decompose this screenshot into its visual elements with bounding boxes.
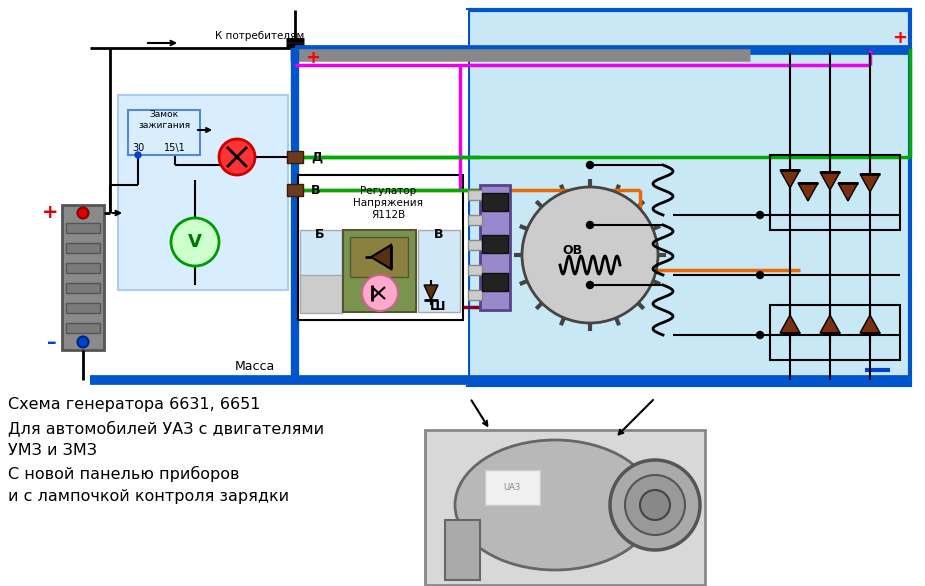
Polygon shape (820, 172, 840, 190)
Ellipse shape (455, 440, 655, 570)
Text: К потребителям: К потребителям (215, 31, 304, 41)
Bar (425, 430, 705, 585)
Text: –: – (47, 333, 56, 353)
Polygon shape (780, 170, 800, 188)
Bar (66, 263, 100, 273)
Text: 6: 6 (522, 475, 528, 485)
Polygon shape (780, 315, 800, 333)
Text: +: + (42, 203, 58, 223)
Circle shape (586, 162, 594, 169)
Bar (300, 275, 342, 313)
Circle shape (522, 187, 658, 323)
Polygon shape (860, 315, 880, 333)
Bar (66, 303, 100, 313)
Polygon shape (371, 245, 391, 269)
Bar (770, 305, 900, 360)
Text: +: + (893, 29, 907, 47)
Circle shape (586, 281, 594, 288)
Polygon shape (798, 183, 818, 201)
Text: С новой панелью приборов: С новой панелью приборов (8, 466, 240, 482)
Bar (468, 240, 482, 250)
Circle shape (640, 490, 670, 520)
Bar (350, 237, 408, 277)
Text: ОВ: ОВ (562, 244, 582, 257)
Bar (445, 520, 480, 580)
Circle shape (625, 475, 685, 535)
Circle shape (171, 218, 219, 266)
Bar (468, 215, 482, 225)
Bar (287, 151, 303, 163)
Circle shape (757, 212, 763, 219)
Bar (287, 184, 303, 196)
Bar (66, 323, 100, 333)
Text: +: + (305, 49, 320, 67)
Bar (482, 273, 508, 291)
Circle shape (757, 271, 763, 278)
Bar (468, 10, 910, 385)
Text: Для автомобилей УАЗ с двигателями: Для автомобилей УАЗ с двигателями (8, 420, 324, 436)
Circle shape (610, 460, 700, 550)
Circle shape (757, 332, 763, 339)
Bar (343, 230, 416, 312)
Bar (468, 190, 482, 200)
Bar (298, 175, 463, 320)
Bar (770, 155, 900, 230)
Bar (485, 470, 540, 505)
Text: 15\1: 15\1 (164, 143, 186, 153)
Text: Замок
зажигания: Замок зажигания (138, 110, 190, 130)
Text: В: В (311, 183, 320, 196)
Bar (480, 185, 510, 310)
Text: UA3: UA3 (503, 482, 521, 492)
Text: Регулатор
Напряжения
Я112В: Регулатор Напряжения Я112В (353, 186, 423, 220)
Text: В: В (434, 229, 444, 241)
Text: –: – (871, 363, 879, 377)
Bar (468, 290, 482, 300)
Bar (62, 205, 104, 350)
Circle shape (362, 275, 398, 311)
Text: V: V (188, 233, 202, 251)
Polygon shape (820, 315, 840, 333)
Text: УМЗ и ЗМЗ: УМЗ и ЗМЗ (8, 443, 97, 458)
Bar (418, 230, 460, 312)
Bar (66, 283, 100, 293)
Bar (128, 110, 200, 155)
Polygon shape (424, 285, 438, 300)
Bar (482, 235, 508, 253)
Polygon shape (838, 183, 858, 201)
Circle shape (78, 336, 89, 347)
Text: Ш: Ш (430, 301, 446, 314)
Text: Масса: Масса (235, 360, 276, 373)
Text: Схема генератора 6631, 6651: Схема генератора 6631, 6651 (8, 397, 261, 412)
Polygon shape (860, 174, 880, 192)
Bar (90, 10, 468, 385)
Text: Б: Б (315, 229, 325, 241)
Text: Д: Д (311, 151, 322, 163)
Circle shape (78, 207, 89, 219)
Bar (468, 265, 482, 275)
Text: 30: 30 (132, 143, 144, 153)
Bar (66, 223, 100, 233)
Bar (482, 193, 508, 211)
Bar (118, 95, 288, 290)
Text: и с лампочкой контроля зарядки: и с лампочкой контроля зарядки (8, 489, 290, 504)
Circle shape (219, 139, 255, 175)
Bar (66, 243, 100, 253)
Circle shape (586, 222, 594, 229)
Circle shape (135, 152, 141, 158)
Bar (300, 230, 342, 312)
